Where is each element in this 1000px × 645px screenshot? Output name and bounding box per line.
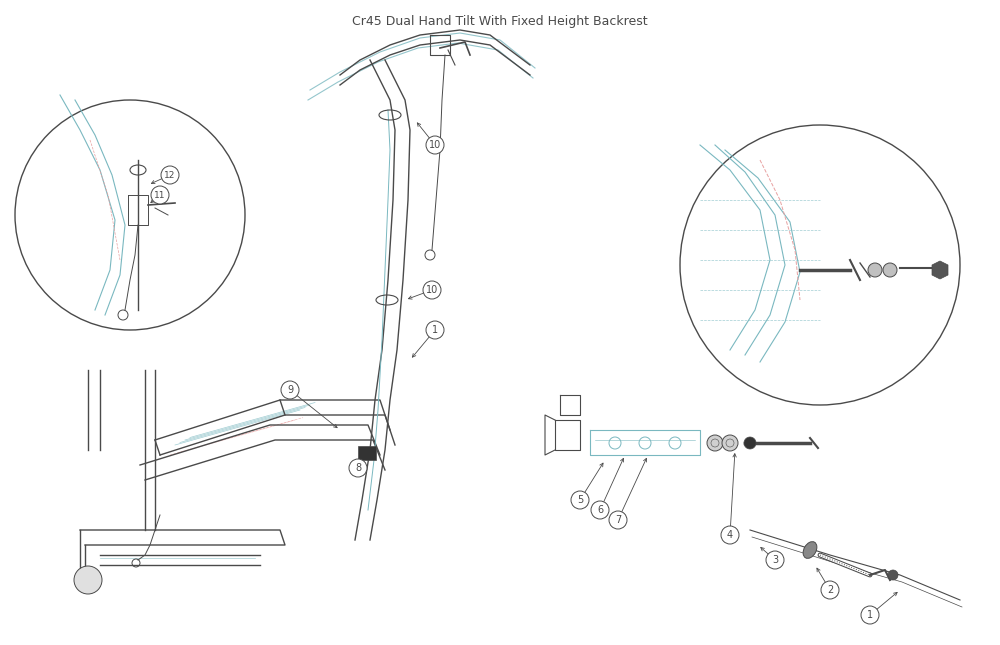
Text: 10: 10 [429,140,441,150]
Circle shape [744,437,756,449]
Polygon shape [932,261,948,279]
Circle shape [721,526,739,544]
Circle shape [426,321,444,339]
Circle shape [151,186,169,204]
Text: 1: 1 [432,325,438,335]
Text: 3: 3 [772,555,778,565]
Circle shape [74,566,102,594]
Text: 7: 7 [615,515,621,525]
Text: 8: 8 [355,463,361,473]
Ellipse shape [803,542,817,559]
FancyBboxPatch shape [358,446,376,460]
Circle shape [423,281,441,299]
Circle shape [281,381,299,399]
Circle shape [591,501,609,519]
Circle shape [883,263,897,277]
Text: 11: 11 [154,190,166,199]
Text: 12: 12 [164,170,176,179]
Text: 6: 6 [597,505,603,515]
Circle shape [609,511,627,529]
Text: 2: 2 [827,585,833,595]
Circle shape [722,435,738,451]
Circle shape [861,606,879,624]
Text: 4: 4 [727,530,733,540]
Circle shape [868,263,882,277]
Text: 5: 5 [577,495,583,505]
Circle shape [349,459,367,477]
Circle shape [821,581,839,599]
Text: 1: 1 [867,610,873,620]
Circle shape [161,166,179,184]
Text: 10: 10 [426,285,438,295]
Circle shape [571,491,589,509]
Text: Cr45 Dual Hand Tilt With Fixed Height Backrest: Cr45 Dual Hand Tilt With Fixed Height Ba… [352,15,648,28]
Circle shape [707,435,723,451]
Circle shape [766,551,784,569]
Text: 9: 9 [287,385,293,395]
Circle shape [426,136,444,154]
Circle shape [888,570,898,580]
